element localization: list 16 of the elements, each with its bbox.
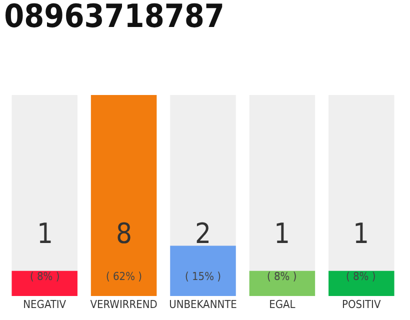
data-label: 1 [274, 217, 290, 250]
x-tick-label: VERWIRREND [90, 298, 158, 311]
chart-title: 08963718787 [4, 0, 224, 36]
x-tick-label: POSITIV [342, 298, 381, 311]
annotation: ( 8% ) [346, 270, 376, 283]
x-tick-label: EGAL [269, 298, 296, 311]
annotation: ( 8% ) [30, 270, 60, 283]
x-tick-label: NEGATIV [23, 298, 66, 311]
data-label: 2 [195, 217, 212, 250]
annotation: ( 15% ) [185, 270, 222, 283]
annotation: ( 62% ) [106, 270, 142, 283]
data-label: 8 [116, 217, 132, 250]
data-label: 1 [353, 217, 370, 250]
data-label: 1 [37, 217, 54, 250]
x-tick-label: UNBEKANNTE [169, 298, 237, 311]
annotation: ( 8% ) [267, 270, 297, 283]
